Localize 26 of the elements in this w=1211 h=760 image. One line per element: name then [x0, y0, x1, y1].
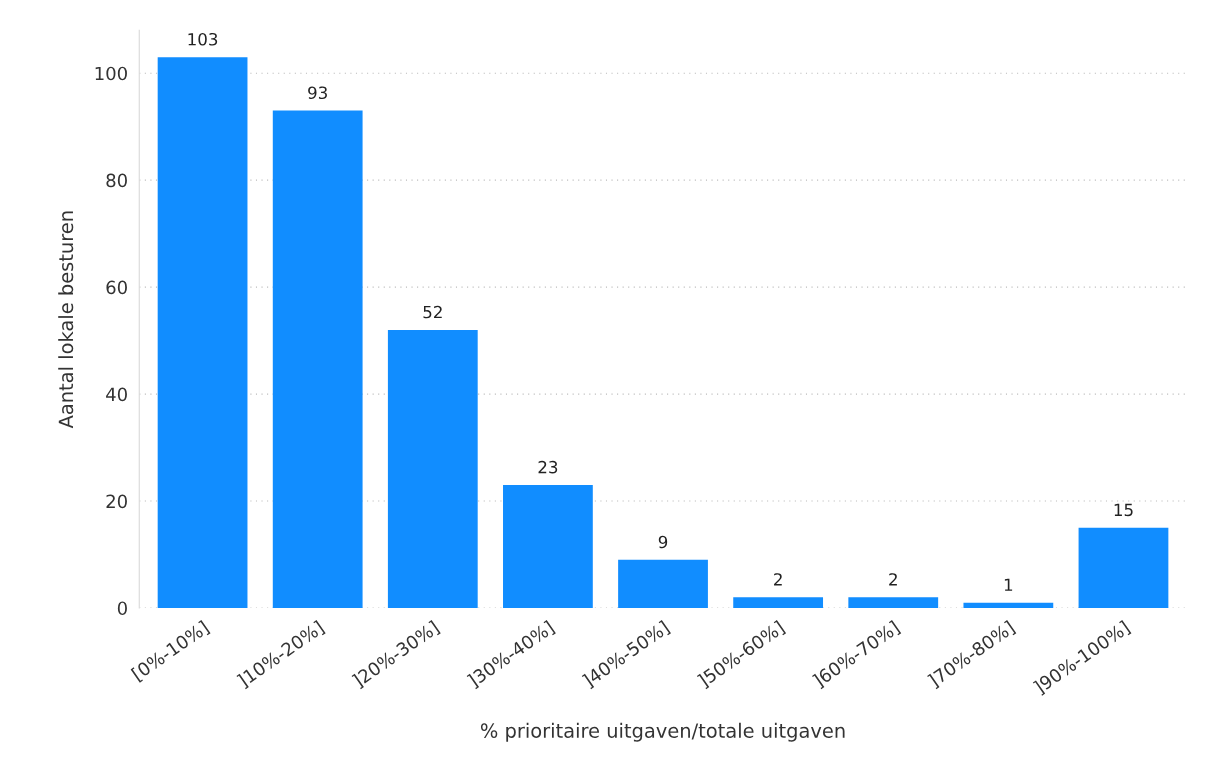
- bar: [157, 57, 248, 608]
- y-axis-title: Aantal lokale besturen: [58, 211, 74, 429]
- data-label: 1: [1004, 578, 1013, 591]
- y-tick-label: 80: [106, 173, 127, 188]
- y-tick-label: 100: [95, 66, 127, 81]
- x-axis-title: % prioritaire uitgaven/totale uitgaven: [480, 722, 845, 742]
- bar: [272, 110, 363, 608]
- bar: [733, 597, 824, 608]
- data-label: 52: [423, 305, 442, 319]
- data-label: 9: [658, 535, 668, 549]
- bar: [848, 597, 939, 608]
- y-tick-label: 60: [106, 280, 127, 295]
- y-tick-label: 0: [117, 601, 127, 616]
- data-label: 15: [1114, 503, 1133, 517]
- data-label: 103: [188, 32, 218, 46]
- data-label: 93: [308, 86, 327, 100]
- y-tick-label: 40: [106, 387, 127, 402]
- bar: [503, 484, 593, 608]
- bar: [387, 329, 478, 608]
- y-tick-label: 20: [106, 494, 127, 509]
- bar: [618, 559, 708, 608]
- data-label: 2: [889, 573, 897, 586]
- data-label: 23: [538, 460, 558, 474]
- bar: [963, 602, 1054, 608]
- bar: [1078, 527, 1169, 608]
- data-label: 2: [774, 573, 782, 586]
